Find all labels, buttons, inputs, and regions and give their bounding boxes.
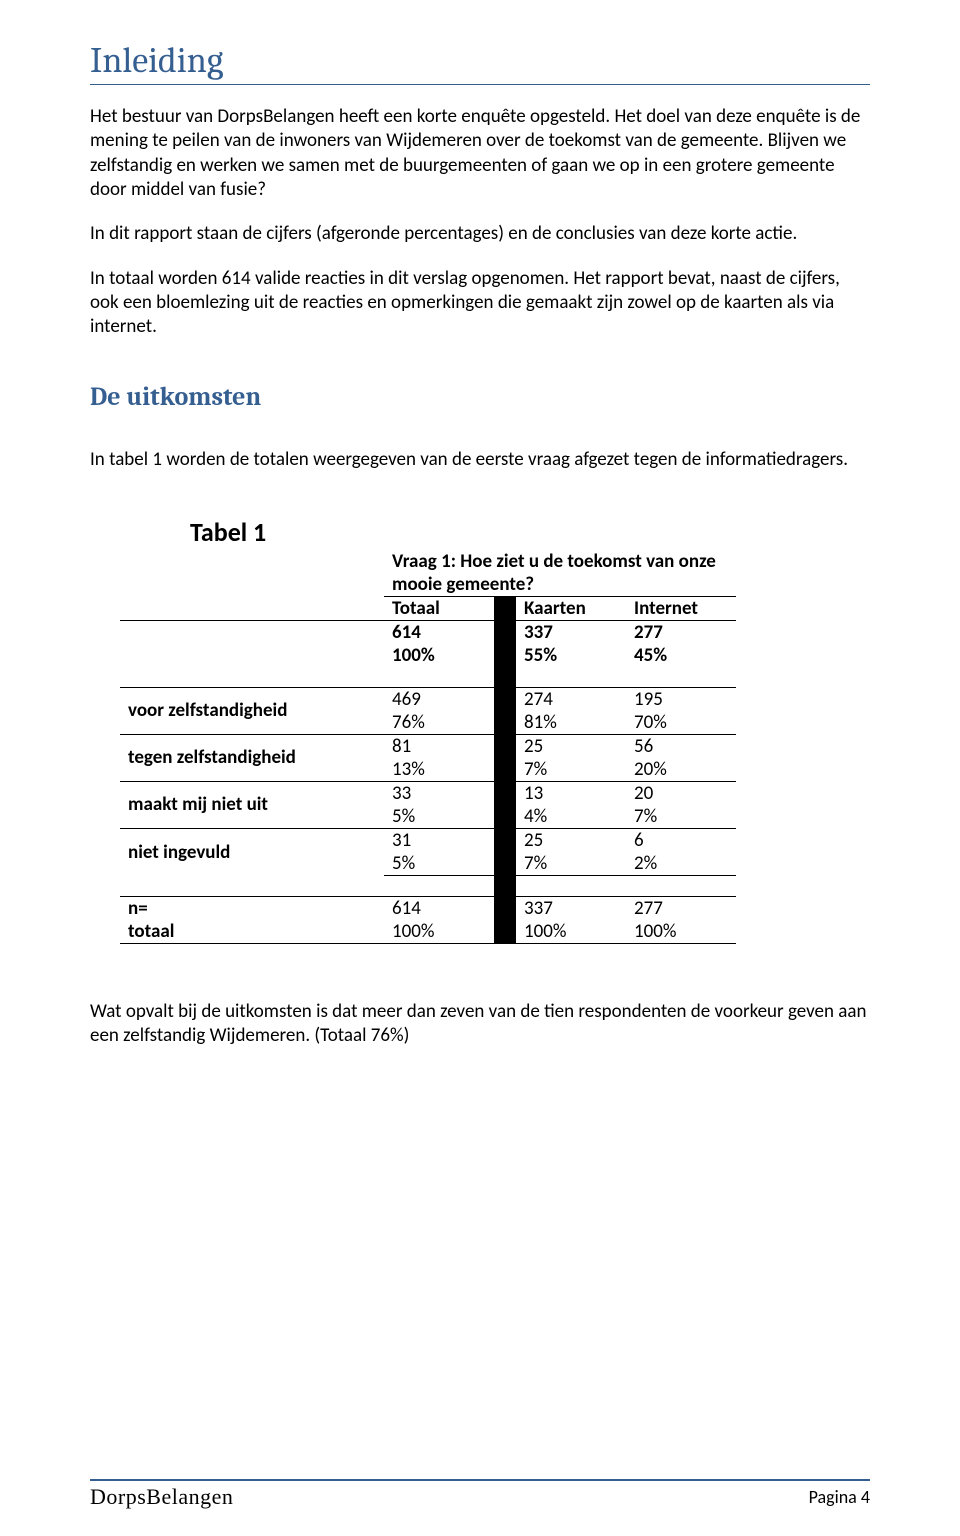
- r2-n2: 20: [626, 781, 736, 805]
- closing-paragraph: Wat opvalt bij de uitkomsten is dat meer…: [90, 1000, 870, 1049]
- r1-p2: 20%: [626, 758, 736, 782]
- footer-label-0: n=: [120, 896, 384, 920]
- r2-n0: 33: [384, 781, 494, 805]
- r3-p0: 5%: [384, 852, 494, 876]
- top-n-2: 277: [626, 620, 736, 644]
- r0-p1: 81%: [516, 711, 626, 735]
- col-header-internet: Internet: [626, 596, 736, 620]
- r1-n2: 56: [626, 734, 736, 758]
- table-label: Tabel 1: [190, 516, 870, 548]
- f-n1: 337: [516, 896, 626, 920]
- top-pct-2: 45%: [626, 644, 736, 667]
- page-title: Inleiding: [90, 40, 870, 85]
- intro-paragraph-2: In dit rapport staan de cijfers (afgeron…: [90, 222, 870, 246]
- r0-p0: 76%: [384, 711, 494, 735]
- r2-p2: 7%: [626, 805, 736, 829]
- r1-n0: 81: [384, 734, 494, 758]
- row-label-1: tegen zelfstandigheid: [120, 734, 384, 781]
- top-n-0: 614: [384, 620, 494, 644]
- r1-n1: 25: [516, 734, 626, 758]
- r0-n0: 469: [384, 687, 494, 711]
- r3-p2: 2%: [626, 852, 736, 876]
- row-label-2: maakt mij niet uit: [120, 781, 384, 828]
- f-p1: 100%: [516, 920, 626, 944]
- r0-p2: 70%: [626, 711, 736, 735]
- r3-n2: 6: [626, 828, 736, 852]
- row-label-0: voor zelfstandigheid: [120, 687, 384, 734]
- col-header-kaarten: Kaarten: [516, 596, 626, 620]
- section-heading: De uitkomsten: [90, 382, 870, 412]
- col-header-totaal: Totaal: [384, 596, 494, 620]
- section-paragraph-1: In tabel 1 worden de totalen weergegeven…: [90, 448, 870, 472]
- table-question: Vraag 1: Hoe ziet u de toekomst van onze…: [384, 550, 736, 597]
- intro-paragraph-3: In totaal worden 614 valide reacties in …: [90, 267, 870, 340]
- r2-p1: 4%: [516, 805, 626, 829]
- r0-n2: 195: [626, 687, 736, 711]
- r2-p0: 5%: [384, 805, 494, 829]
- r3-n0: 31: [384, 828, 494, 852]
- r1-p0: 13%: [384, 758, 494, 782]
- page-footer: DorpsBelangen Pagina 4: [90, 1479, 870, 1510]
- r3-n1: 25: [516, 828, 626, 852]
- f-p2: 100%: [626, 920, 736, 944]
- f-p0: 100%: [384, 920, 494, 944]
- intro-paragraph-1: Het bestuur van DorpsBelangen heeft een …: [90, 105, 870, 202]
- footer-label-1: totaal: [120, 920, 384, 944]
- f-n0: 614: [384, 896, 494, 920]
- r0-n1: 274: [516, 687, 626, 711]
- r1-p1: 7%: [516, 758, 626, 782]
- table-1: Tabel 1 Vraag 1: Hoe ziet u de toekomst …: [120, 516, 870, 944]
- r3-p1: 7%: [516, 852, 626, 876]
- top-n-1: 337: [516, 620, 626, 644]
- top-pct-0: 100%: [384, 644, 494, 667]
- footer-org: DorpsBelangen: [90, 1484, 233, 1510]
- f-n2: 277: [626, 896, 736, 920]
- r2-n1: 13: [516, 781, 626, 805]
- footer-page-number: Pagina 4: [809, 1486, 870, 1508]
- row-label-3: niet ingevuld: [120, 828, 384, 875]
- top-pct-1: 55%: [516, 644, 626, 667]
